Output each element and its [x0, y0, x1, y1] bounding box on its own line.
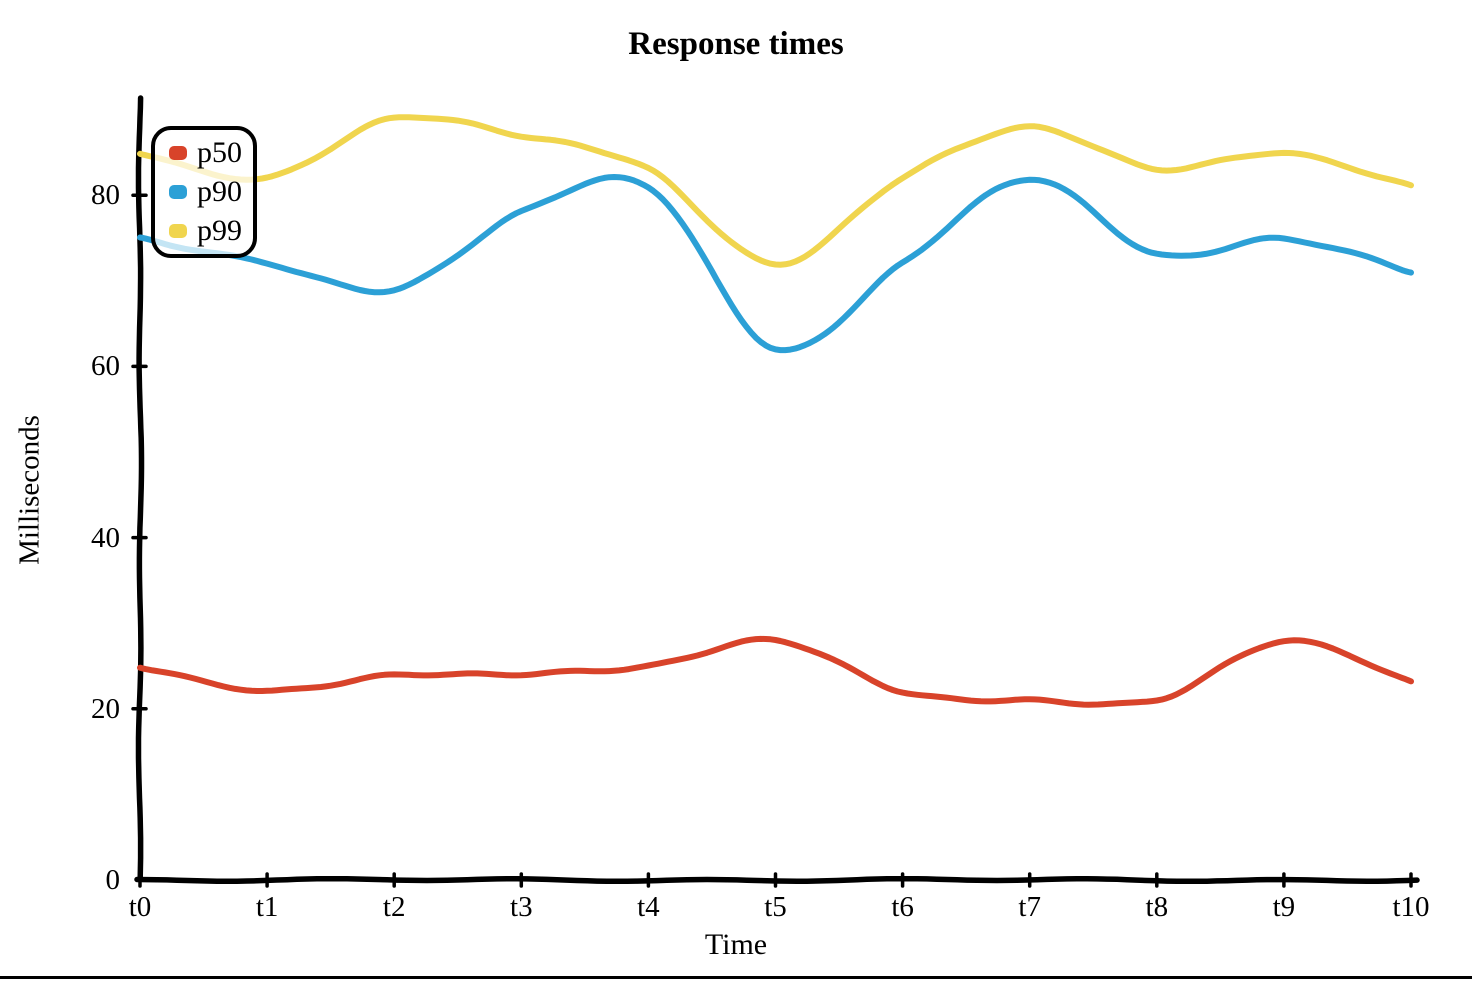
- x-tick-label: t2: [382, 891, 406, 923]
- legend: p50 p90 p99: [151, 126, 257, 258]
- y-axis-label: Milliseconds: [13, 415, 46, 565]
- legend-label: p99: [197, 214, 242, 247]
- legend-item: p50: [169, 138, 253, 168]
- x-tick-label: t10: [1392, 891, 1430, 923]
- x-tick-label: t1: [255, 891, 279, 923]
- x-tick-label: t8: [1145, 891, 1169, 923]
- x-tick-label: t9: [1272, 891, 1296, 923]
- legend-swatch-p99: [169, 224, 187, 238]
- x-tick-label: t4: [637, 891, 660, 923]
- y-tick-label: 20: [91, 692, 120, 725]
- y-tick-label: 0: [105, 864, 121, 896]
- legend-swatch-p50: [169, 146, 187, 160]
- x-tick-label: t7: [1018, 891, 1041, 923]
- x-tick-label: t0: [128, 891, 152, 923]
- legend-item: p90: [169, 177, 253, 207]
- y-tick-label: 40: [91, 521, 120, 554]
- chart-title: Response times: [628, 26, 844, 62]
- chart-path: [135, 95, 145, 881]
- bottom-border-line: [0, 976, 1472, 979]
- x-axis-label: Time: [704, 928, 768, 961]
- chart-path: [137, 114, 1414, 268]
- y-tick-label: 80: [91, 179, 120, 212]
- legend-label: p90: [197, 175, 242, 208]
- legend-swatch-p90: [169, 185, 187, 199]
- x-tick-label: t5: [764, 891, 787, 923]
- y-tick-label: 60: [91, 350, 120, 383]
- chart-path: [137, 174, 1414, 354]
- legend-item: p99: [169, 216, 253, 246]
- legend-label: p50: [197, 136, 242, 169]
- chart-path: [137, 635, 1414, 708]
- x-tick-label: t3: [510, 891, 533, 923]
- x-tick-label: t6: [891, 891, 914, 923]
